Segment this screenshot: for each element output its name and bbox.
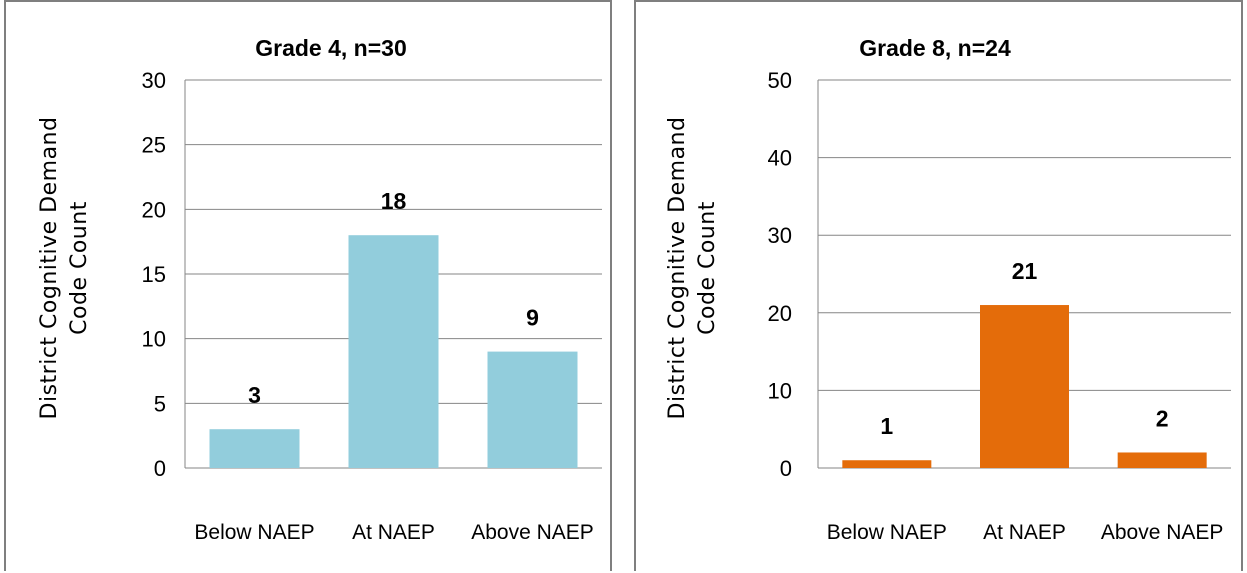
bar [1117, 452, 1207, 468]
chart-panel-grade4: Grade 4, n=30 District Cognitive Demand … [4, 0, 612, 571]
plot-area: 0 5 10 15 20 25 30 3 Below NAEP 18 At NAEP 9 Above N… [142, 68, 602, 544]
plot-area: 0 10 20 30 40 50 1 Below NAEP 21 At NAEP 2 Above NA… [768, 68, 1231, 544]
y-tick-label: 10 [768, 378, 792, 403]
chart-grade4: Grade 4, n=30 District Cognitive Demand … [37, 35, 602, 544]
chart-panel-grade8: Grade 8, n=24 District Cognitive Demand … [634, 0, 1243, 571]
data-label: 18 [381, 188, 407, 214]
y-tick-label: 40 [768, 146, 792, 171]
y-tick-label: 20 [768, 301, 792, 326]
x-tick-label: Below NAEP [194, 521, 314, 544]
data-label: 3 [248, 382, 261, 408]
chart-title: Grade 8, n=24 [859, 35, 1011, 61]
data-label: 2 [1156, 405, 1169, 431]
y-tick-label: 25 [142, 133, 166, 158]
y-tick-label: 15 [142, 262, 166, 287]
y-tick-label: 5 [154, 391, 166, 416]
bar [209, 429, 300, 468]
data-label: 9 [526, 305, 539, 331]
x-tick-label: Above NAEP [1101, 521, 1224, 544]
y-tick-label: 0 [154, 456, 166, 481]
bar [980, 305, 1069, 468]
y-tick-label: 10 [142, 327, 166, 352]
y-axis-label-line1: District Cognitive Demand [665, 117, 690, 420]
bar [348, 235, 439, 468]
x-tick-label: At NAEP [983, 521, 1066, 544]
x-tick-label: At NAEP [352, 521, 435, 544]
y-axis-label-line2: Code Count [695, 201, 720, 335]
bar [487, 351, 578, 468]
y-tick-label: 0 [780, 456, 792, 481]
data-label: 1 [880, 413, 893, 439]
chart-grade8: Grade 8, n=24 District Cognitive Demand … [665, 35, 1231, 544]
y-axis-label-line2: Code Count [67, 201, 92, 335]
chart-title: Grade 4, n=30 [255, 35, 407, 61]
x-tick-label: Above NAEP [471, 521, 594, 544]
y-axis-label-line1: District Cognitive Demand [37, 117, 62, 420]
bar [842, 460, 932, 468]
data-label: 21 [1012, 258, 1038, 284]
y-tick-label: 30 [768, 223, 792, 248]
y-tick-label: 30 [142, 68, 166, 93]
y-tick-label: 20 [142, 197, 166, 222]
x-tick-label: Below NAEP [827, 521, 947, 544]
y-tick-label: 50 [768, 68, 792, 93]
